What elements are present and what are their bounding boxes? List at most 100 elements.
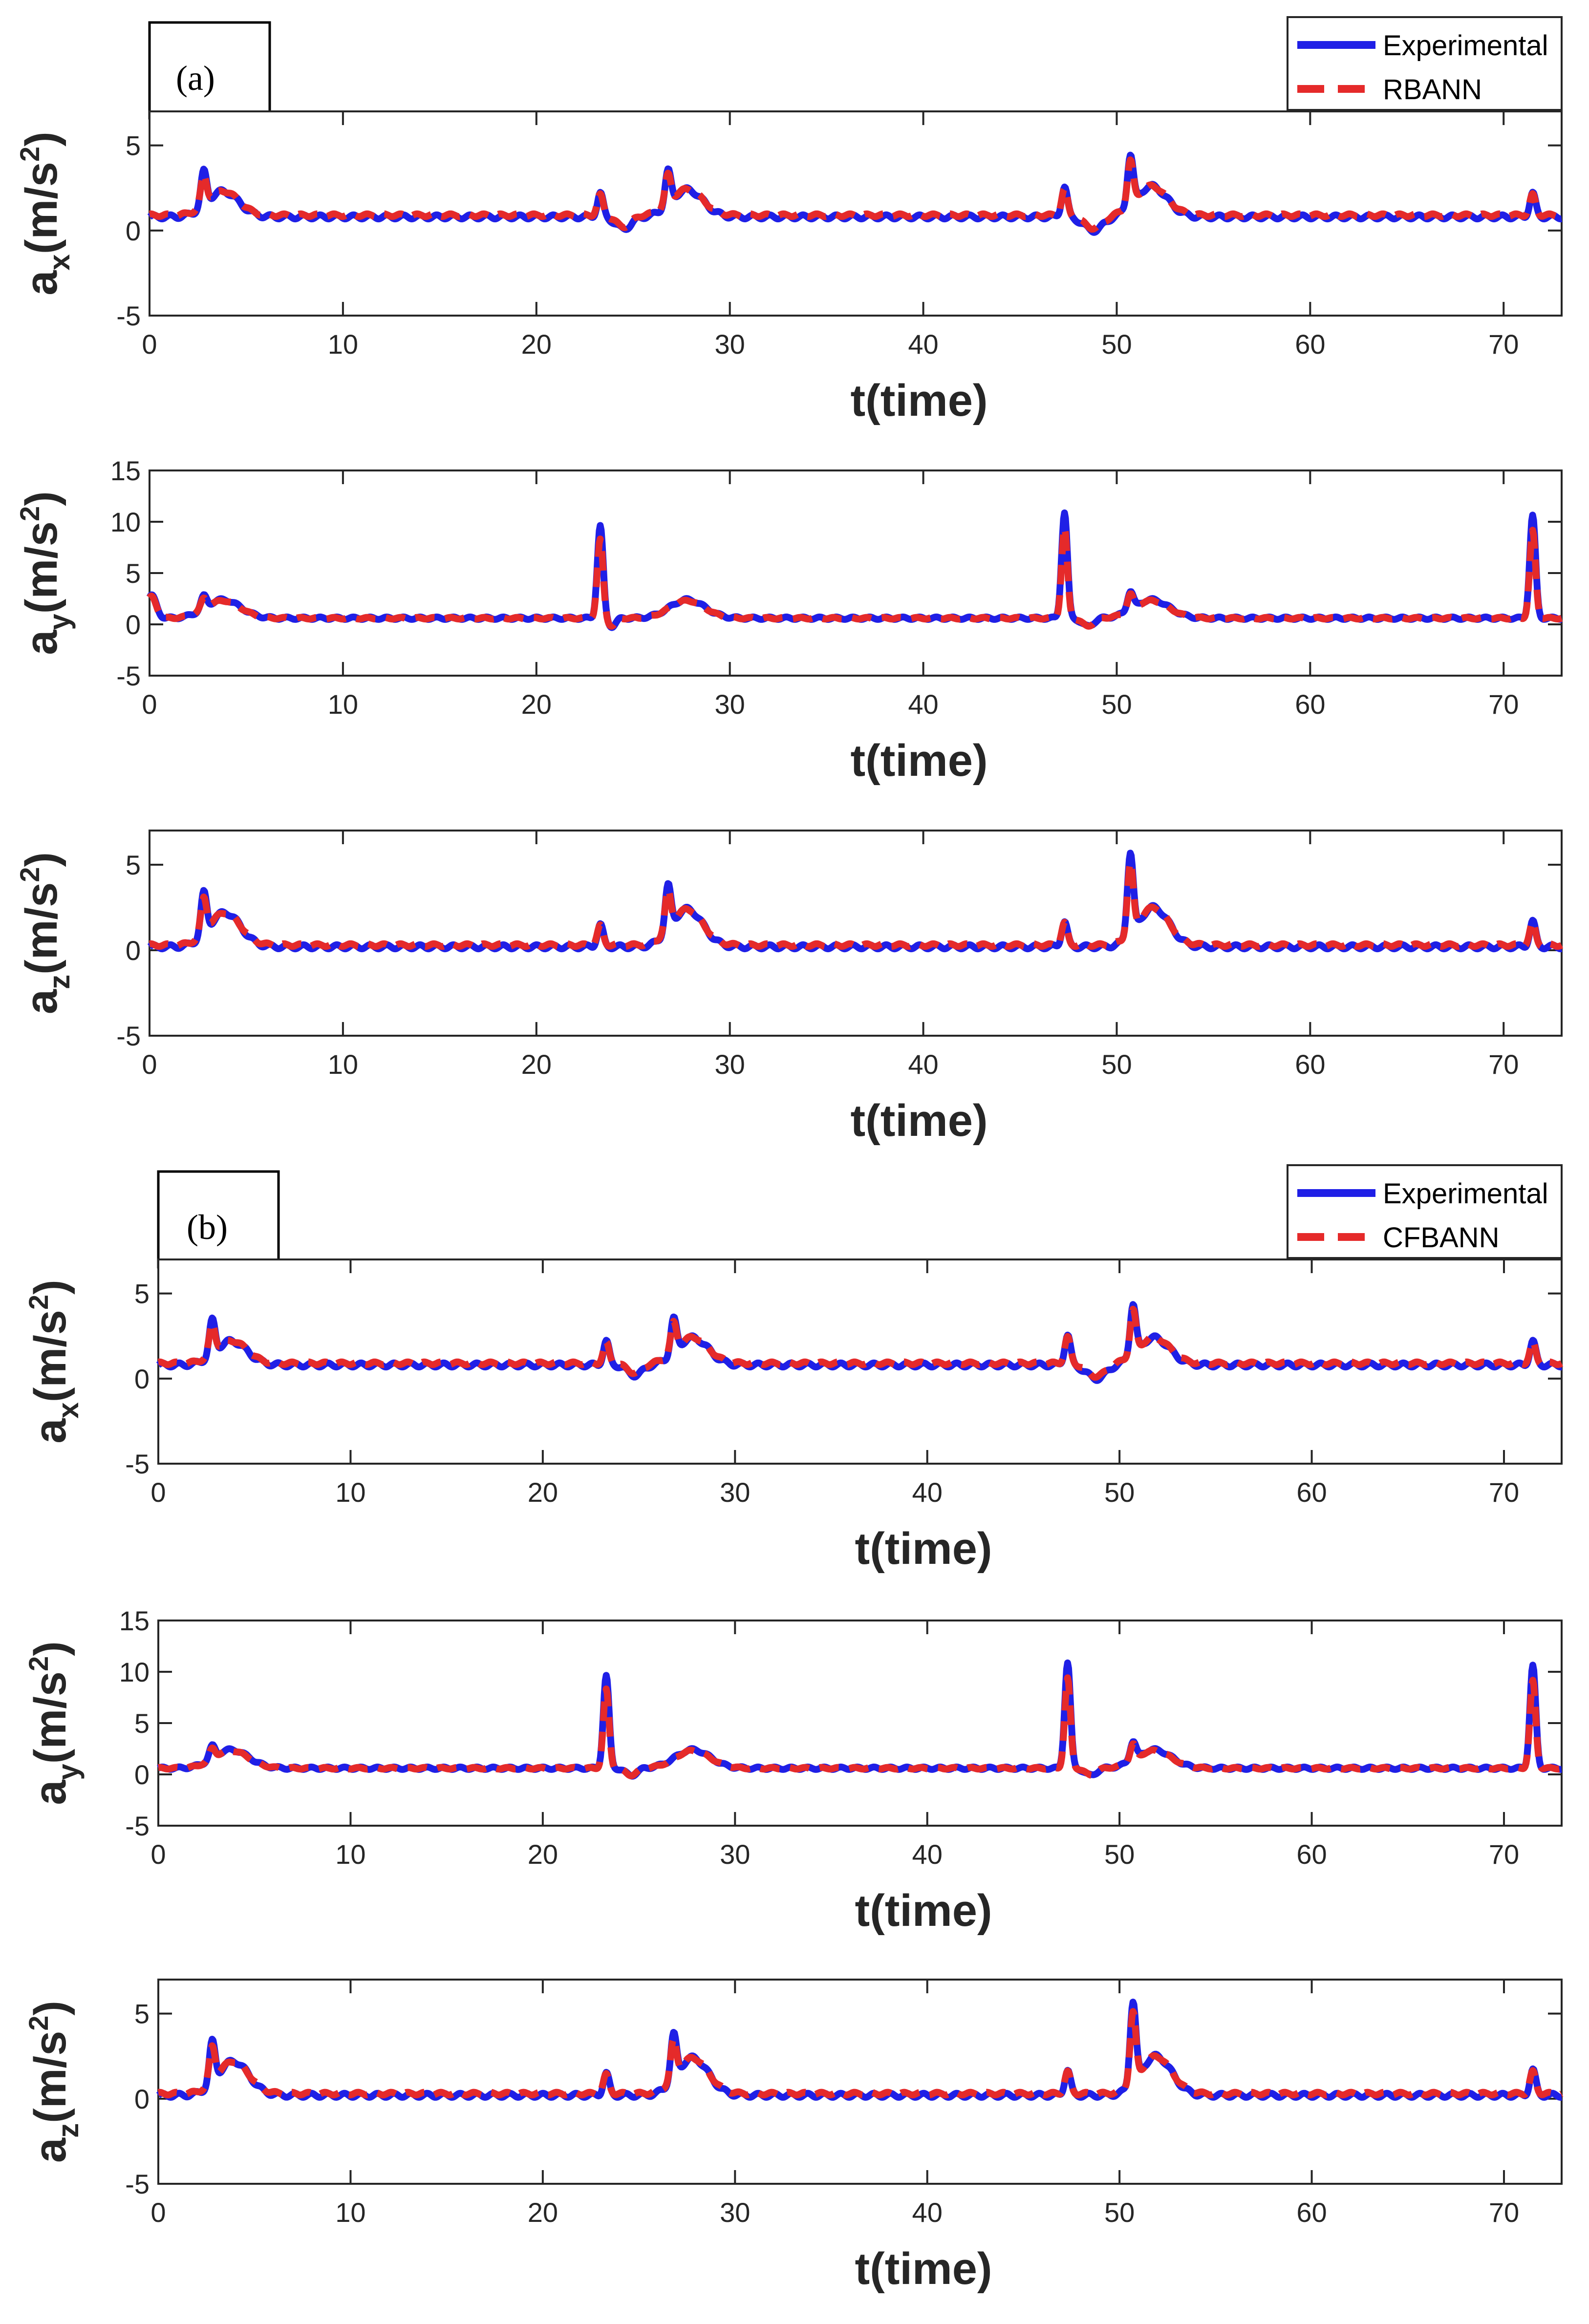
y-tick-label: 5 [134, 1279, 150, 1309]
y-axis-label-unit: (m/s [17, 162, 66, 254]
series-rbann-line [147, 156, 1564, 233]
y-axis-label-sub: z [52, 2123, 85, 2138]
x-axis-label: t(time) [850, 376, 988, 426]
panel-label-a-text: (a) [176, 59, 215, 98]
legend-a-model-label: RBANN [1383, 74, 1482, 106]
x-tick-label: 60 [1295, 329, 1325, 360]
x-tick-label: 50 [1101, 1049, 1132, 1080]
x-tick-label: 10 [335, 2197, 365, 2228]
x-tick-label: 30 [715, 1049, 745, 1080]
y-axis-label-unit: (m/s [25, 2031, 75, 2123]
y-tick-label: 0 [134, 1759, 150, 1790]
y-axis-label: ay(m/s2) [14, 491, 76, 655]
x-tick-label: 30 [720, 2197, 750, 2228]
y-axis-label-base: a [17, 989, 66, 1014]
y-tick-label: -5 [125, 1811, 150, 1841]
x-tick-label: 70 [1488, 689, 1519, 720]
y-tick-label: -5 [125, 2169, 150, 2199]
x-axis-label: t(time) [855, 2244, 992, 2294]
x-axis-label: t(time) [855, 1524, 992, 1574]
y-tick-label: 5 [126, 850, 141, 880]
x-tick-label: 0 [142, 329, 157, 360]
y-tick-label: 15 [119, 1605, 150, 1636]
panel-label-b: (b) [157, 1170, 280, 1269]
x-tick-label: 40 [908, 1049, 938, 1080]
y-axis-label: ax(m/s2) [14, 131, 76, 296]
y-tick-label: 0 [134, 2084, 150, 2114]
x-tick-label: 20 [528, 1839, 558, 1870]
axes-box [149, 830, 1563, 1037]
panel-label-a: (a) [148, 21, 271, 120]
y-tick-label: 0 [134, 1364, 150, 1394]
y-axis-label: ax(m/s2) [23, 1279, 85, 1444]
axes-box [157, 1620, 1563, 1827]
y-tick-label: -5 [116, 661, 141, 691]
axes-box [157, 1979, 1563, 2185]
x-axis-label: t(time) [855, 1886, 992, 1936]
x-tick-label: 40 [912, 2197, 943, 2228]
x-tick-label: 10 [335, 1839, 365, 1870]
y-tick-label: 5 [126, 558, 141, 589]
x-tick-label: 20 [521, 689, 552, 720]
x-tick-label: 10 [328, 1049, 358, 1080]
y-axis-label-sup: 2 [14, 147, 45, 162]
y-tick-label: -5 [116, 1021, 141, 1051]
x-tick-label: 0 [150, 2197, 166, 2228]
x-tick-label: 10 [328, 689, 358, 720]
x-tick-label: 0 [150, 1477, 166, 1508]
y-axis-label-base: a [17, 270, 66, 296]
y-axis-label-close: ) [25, 2001, 75, 2016]
x-tick-label: 40 [908, 329, 938, 360]
x-tick-label: 30 [715, 329, 745, 360]
y-axis-label-sub: z [43, 975, 76, 989]
y-axis-label-unit: (m/s [25, 1310, 75, 1402]
legend-a-box [1287, 16, 1563, 111]
y-axis-label-base: a [25, 1418, 75, 1444]
y-axis-label-base: a [25, 2137, 75, 2163]
y-axis-label-close: ) [25, 1279, 75, 1295]
legend-b-model-label: CFBANN [1383, 1222, 1499, 1254]
y-tick-label: -5 [125, 1449, 150, 1479]
y-tick-label: 5 [134, 1708, 150, 1739]
y-axis-label-sup: 2 [23, 2016, 54, 2031]
x-tick-label: 10 [335, 1477, 365, 1508]
y-axis-label-close: ) [17, 131, 66, 147]
x-tick-label: 0 [150, 1839, 166, 1870]
y-tick-label: -5 [116, 300, 141, 331]
x-tick-label: 70 [1489, 1477, 1519, 1508]
legend-a: Experimental RBANN [1287, 16, 1563, 111]
x-tick-label: 10 [328, 329, 358, 360]
y-tick-label: 0 [126, 215, 141, 246]
x-tick-label: 60 [1295, 1049, 1325, 1080]
x-tick-label: 20 [521, 329, 552, 360]
x-tick-label: 50 [1104, 1477, 1135, 1508]
series-cfbann-line [156, 1674, 1564, 1779]
x-tick-label: 50 [1104, 2197, 1135, 2228]
y-tick-label: 10 [110, 507, 141, 537]
legend-b: Experimental CFBANN [1287, 1164, 1563, 1259]
y-axis-label-close: ) [17, 491, 66, 506]
y-tick-label: 5 [126, 130, 141, 161]
x-tick-label: 30 [720, 1839, 750, 1870]
y-axis-label: az(m/s2) [14, 852, 76, 1014]
x-tick-label: 40 [912, 1477, 943, 1508]
panel-label-a-box [148, 21, 271, 120]
x-tick-label: 20 [521, 1049, 552, 1080]
y-axis-label-sub: y [43, 614, 76, 630]
x-tick-label: 50 [1101, 329, 1132, 360]
x-tick-label: 40 [908, 689, 938, 720]
y-axis-label-sup: 2 [23, 1656, 54, 1671]
y-axis-label-unit: (m/s [25, 1671, 75, 1764]
y-axis-label-sup: 2 [14, 867, 45, 882]
y-axis-label-sup: 2 [14, 506, 45, 521]
x-tick-label: 60 [1295, 689, 1325, 720]
y-tick-label: 0 [126, 609, 141, 640]
y-tick-label: 15 [110, 455, 141, 486]
